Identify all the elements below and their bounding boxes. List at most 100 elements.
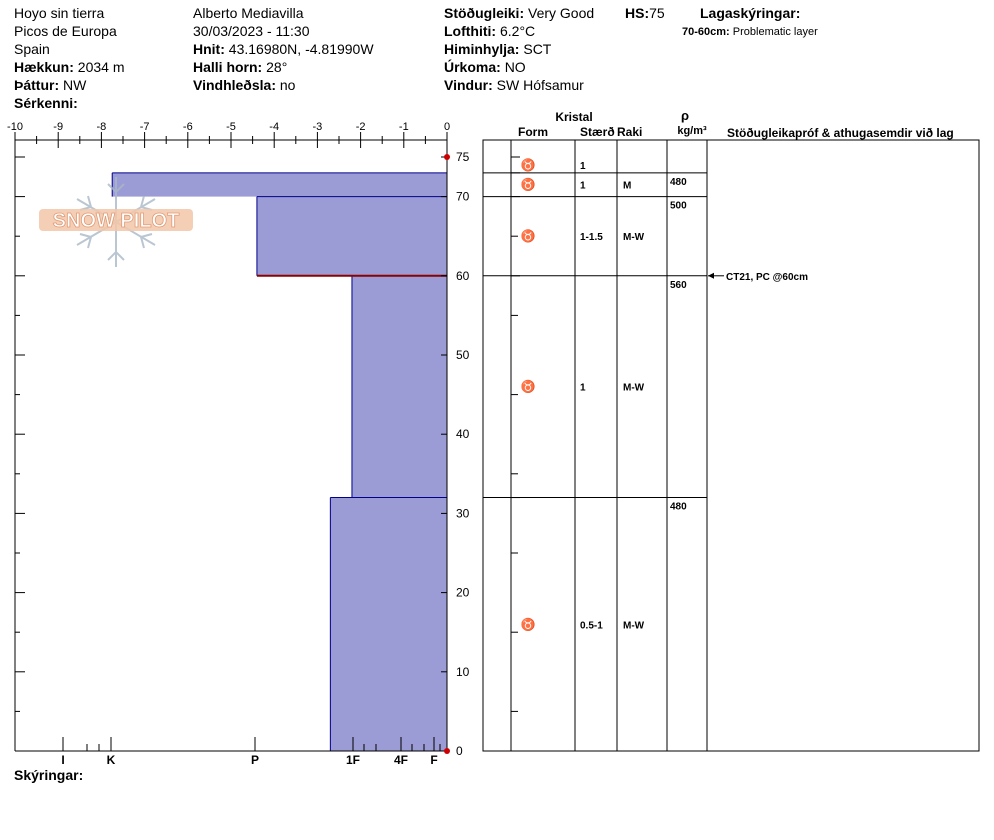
notes-label: Skýringar: xyxy=(14,767,84,783)
slope-label: Halli horn: xyxy=(193,59,263,75)
elevation-label: Hækkun: xyxy=(14,59,74,75)
hs-row: HS:75 xyxy=(625,4,665,22)
hardness-tick-label-5: F xyxy=(430,753,437,767)
country-name: Spain xyxy=(14,41,50,57)
temp-tick-label-10: 0 xyxy=(444,121,450,133)
observation-datetime: 30/03/2023 - 11:30 xyxy=(193,23,310,39)
sky-value: SCT xyxy=(523,41,552,57)
temp-tick-label-2: -8 xyxy=(97,121,107,133)
wind-loading-row: Vindhleðsla: no xyxy=(193,76,295,94)
hardness-bar-1 xyxy=(112,172,447,197)
coords-row: Hnit: 43.16980N, -4.81990W xyxy=(193,40,374,58)
wind-loading-value: no xyxy=(279,77,296,93)
ground-marker xyxy=(444,748,450,754)
hardness-tick-label-1: K xyxy=(107,753,116,767)
sky-label: Himinhylja: xyxy=(444,41,520,57)
temperature-axis: -10 -9 -8 -7 -6 -5 -4 -3 -2 -1 0 xyxy=(7,121,450,148)
hardness-bar-4 xyxy=(330,497,447,751)
hardness-axis: I K P 1F 4F F xyxy=(61,737,441,767)
precip-label: Úrkoma: xyxy=(444,59,501,75)
layer-note-text: Problematic layer xyxy=(732,26,818,38)
snowpilot-logo: SNOW PILOT xyxy=(39,177,193,267)
temp-tick-label-9: -1 xyxy=(399,121,409,133)
depth-tick-label-5: 50 xyxy=(456,348,470,362)
row-form-4: ♉ xyxy=(521,617,536,631)
temp-tick-label-1: -9 xyxy=(53,121,63,133)
layer-notes-row: Lagaskýringar: xyxy=(700,4,800,22)
row-density-2: 500 xyxy=(670,201,687,212)
row-size-2: 1-1.5 xyxy=(580,232,603,243)
row-form-2: ♉ xyxy=(521,229,536,243)
precip-row: Úrkoma: NO xyxy=(444,58,526,76)
test-arrow-head xyxy=(708,272,714,279)
features-row: Sérkenni: xyxy=(14,94,78,112)
snowpilot-logo-text: SNOW PILOT xyxy=(53,210,180,232)
row-size-3: 1 xyxy=(580,383,586,394)
stability-value: Very Good xyxy=(528,5,595,21)
coords-label: Hnit: xyxy=(193,41,225,57)
layer-notes-label: Lagaskýringar: xyxy=(700,5,801,21)
row-moisture-2: M-W xyxy=(623,232,645,243)
temp-tick-label-3: -7 xyxy=(140,121,150,133)
aspect-row: Þáttur: NW xyxy=(14,76,86,94)
elevation-row: Hækkun: 2034 m xyxy=(14,58,125,76)
header-form: Form xyxy=(518,125,548,139)
temp-tick-label-6: -4 xyxy=(269,121,279,133)
row-form-3: ♉ xyxy=(521,380,536,394)
temp-tick-label-8: -2 xyxy=(356,121,366,133)
hardness-tick-label-4: 4F xyxy=(394,753,408,767)
header-rho: ρ xyxy=(681,108,689,123)
observer-name: Alberto Mediavilla xyxy=(193,5,304,21)
row-density-3: 560 xyxy=(670,280,687,291)
sky-row: Himinhylja: SCT xyxy=(444,40,551,58)
header-density-unit: kg/m³ xyxy=(677,125,707,137)
row-form-1: ♉ xyxy=(521,178,536,192)
depth-tick-label-1: 10 xyxy=(456,665,470,679)
depth-tick-label-3: 30 xyxy=(456,506,470,520)
temp-tick-label-5: -5 xyxy=(226,121,236,133)
row-density-1: 480 xyxy=(670,177,687,188)
depth-tick-label-8: 75 xyxy=(456,150,470,164)
hardness-tick-label-0: I xyxy=(61,753,64,767)
air-temp-row: Lofthiti: 6.2°C xyxy=(444,22,535,40)
layer-note: 70-60cm: Problematic layer xyxy=(682,23,818,41)
hardness-tick-label-3: 1F xyxy=(346,753,360,767)
row-moisture-4: M-W xyxy=(623,620,645,631)
region-name: Picos de Europa xyxy=(14,23,117,39)
temp-tick-label-0: -10 xyxy=(7,121,23,133)
air-temp-label: Lofthiti: xyxy=(444,23,497,39)
features-label: Sérkenni: xyxy=(14,95,78,111)
temp-tick-label-4: -6 xyxy=(183,121,193,133)
depth-tick-label-2: 20 xyxy=(456,586,470,600)
wind-value: SW Hófsamur xyxy=(496,77,584,93)
header-size: Stærð xyxy=(580,125,615,139)
row-size-4: 0.5-1 xyxy=(580,620,603,631)
row-moisture-3: M-W xyxy=(623,383,645,394)
wind-label: Vindur: xyxy=(444,77,493,93)
hardness-bar-3 xyxy=(351,275,447,498)
hs-top-marker xyxy=(444,154,450,160)
stability-row: Stöðugleiki: Very Good xyxy=(444,4,594,22)
row-form-0: ♉ xyxy=(521,158,536,172)
layer-note-depth: 70-60cm: xyxy=(682,26,730,38)
hs-label: HS: xyxy=(625,5,650,21)
table-border xyxy=(482,139,980,752)
depth-tick-label-0: 0 xyxy=(456,744,463,758)
coords-value: 43.16980N, -4.81990W xyxy=(228,41,374,57)
depth-tick-label-4: 40 xyxy=(456,427,470,441)
row-size-0: 1 xyxy=(580,161,586,172)
temp-tick-label-7: -3 xyxy=(313,121,323,133)
stability-label: Stöðugleiki: xyxy=(444,5,525,21)
wind-row: Vindur: SW Hófsamur xyxy=(444,76,584,94)
test-result-text: CT21, PC @60cm xyxy=(726,272,808,283)
location-name: Hoyo sin tierra xyxy=(14,5,105,21)
depth-tick-label-7: 70 xyxy=(456,190,470,204)
notes-row: Skýringar: xyxy=(14,766,83,784)
elevation-value: 2034 m xyxy=(77,59,125,75)
air-temp-value: 6.2°C xyxy=(499,23,536,39)
aspect-value: NW xyxy=(63,77,87,93)
header-crystal: Kristal xyxy=(555,110,592,124)
row-moisture-1: M xyxy=(623,181,631,192)
hardness-tick-label-2: P xyxy=(251,753,259,767)
